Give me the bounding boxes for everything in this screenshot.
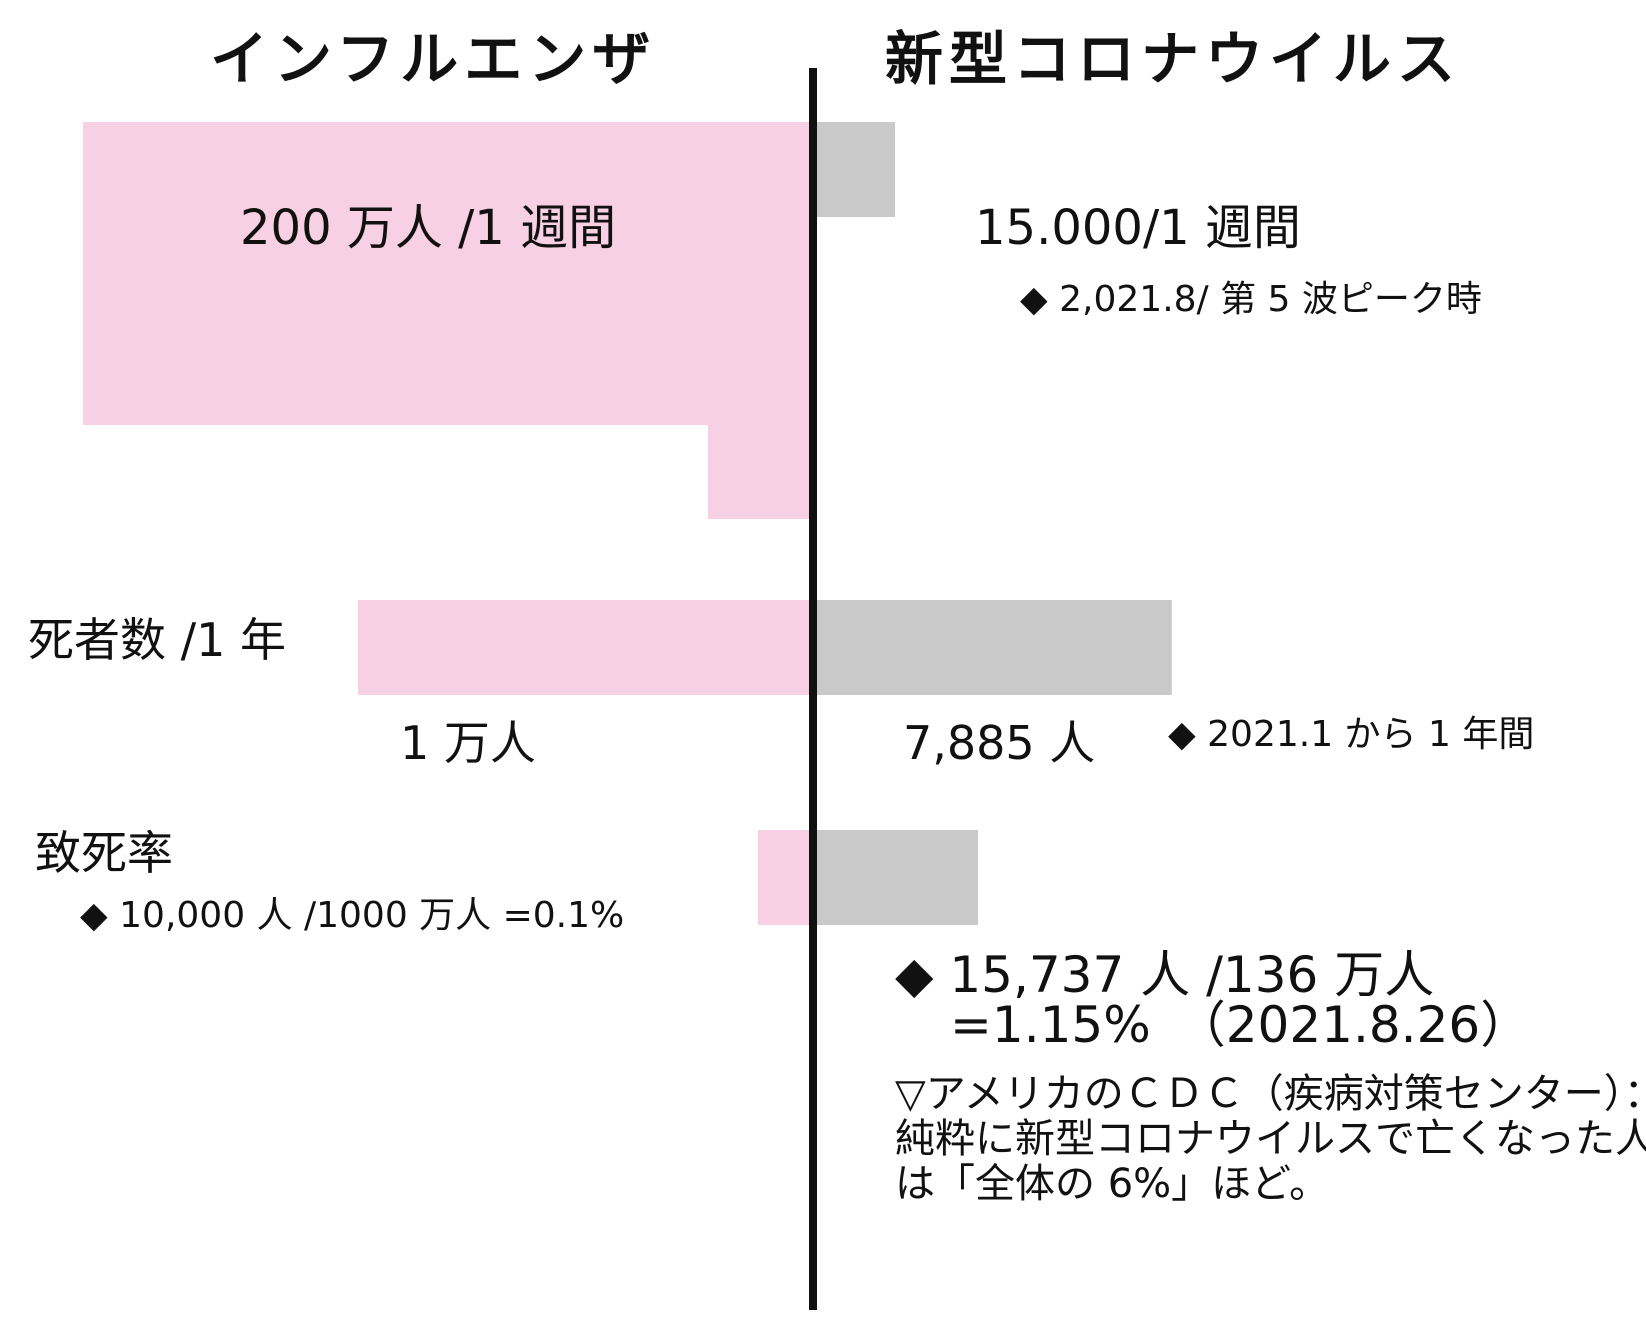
covid-fatality-bar [813, 830, 978, 925]
flu-deaths-bar [358, 600, 813, 695]
flu-deaths-label: 1 万人 [400, 716, 536, 770]
right-header: 新型コロナウイルス [885, 25, 1462, 93]
covid-fatality-line1: ◆ 15,737 人 /136 万人 [895, 946, 1435, 1004]
covid-deaths-label: 7,885 人 [903, 716, 1096, 770]
covid-weekly-cases-label: 15.000/1 週間 [975, 200, 1301, 256]
deaths-row-label: 死者数 /1 年 [28, 613, 287, 667]
covid-weekly-cases-note: ◆ 2,021.8/ 第 5 波ピーク時 [1020, 279, 1482, 320]
flu-weekly-cases-bar-step [708, 425, 813, 519]
fatality-row-label: 致死率 [35, 826, 173, 880]
flu-fatality-note: ◆ 10,000 人 /1000 万人 =0.1% [80, 895, 625, 936]
covid-deaths-note: ◆ 2021.1 から 1 年間 [1168, 714, 1535, 755]
covid-weekly-cases-bar [813, 122, 895, 217]
left-header: インフルエンザ [210, 25, 657, 93]
flu-weekly-cases-bar [83, 122, 813, 425]
covid-fatality-line2: =1.15% （2021.8.26） [950, 996, 1531, 1054]
covid-deaths-bar [813, 600, 1172, 695]
cdc-footnote: ▽アメリカのＣＤＣ（疾病対策センター）：純粋に新型コロナウイルスで亡くなった人は… [895, 1071, 1646, 1208]
flu-fatality-bar [758, 830, 813, 925]
flu-weekly-cases-label: 200 万人 /1 週間 [240, 200, 617, 256]
